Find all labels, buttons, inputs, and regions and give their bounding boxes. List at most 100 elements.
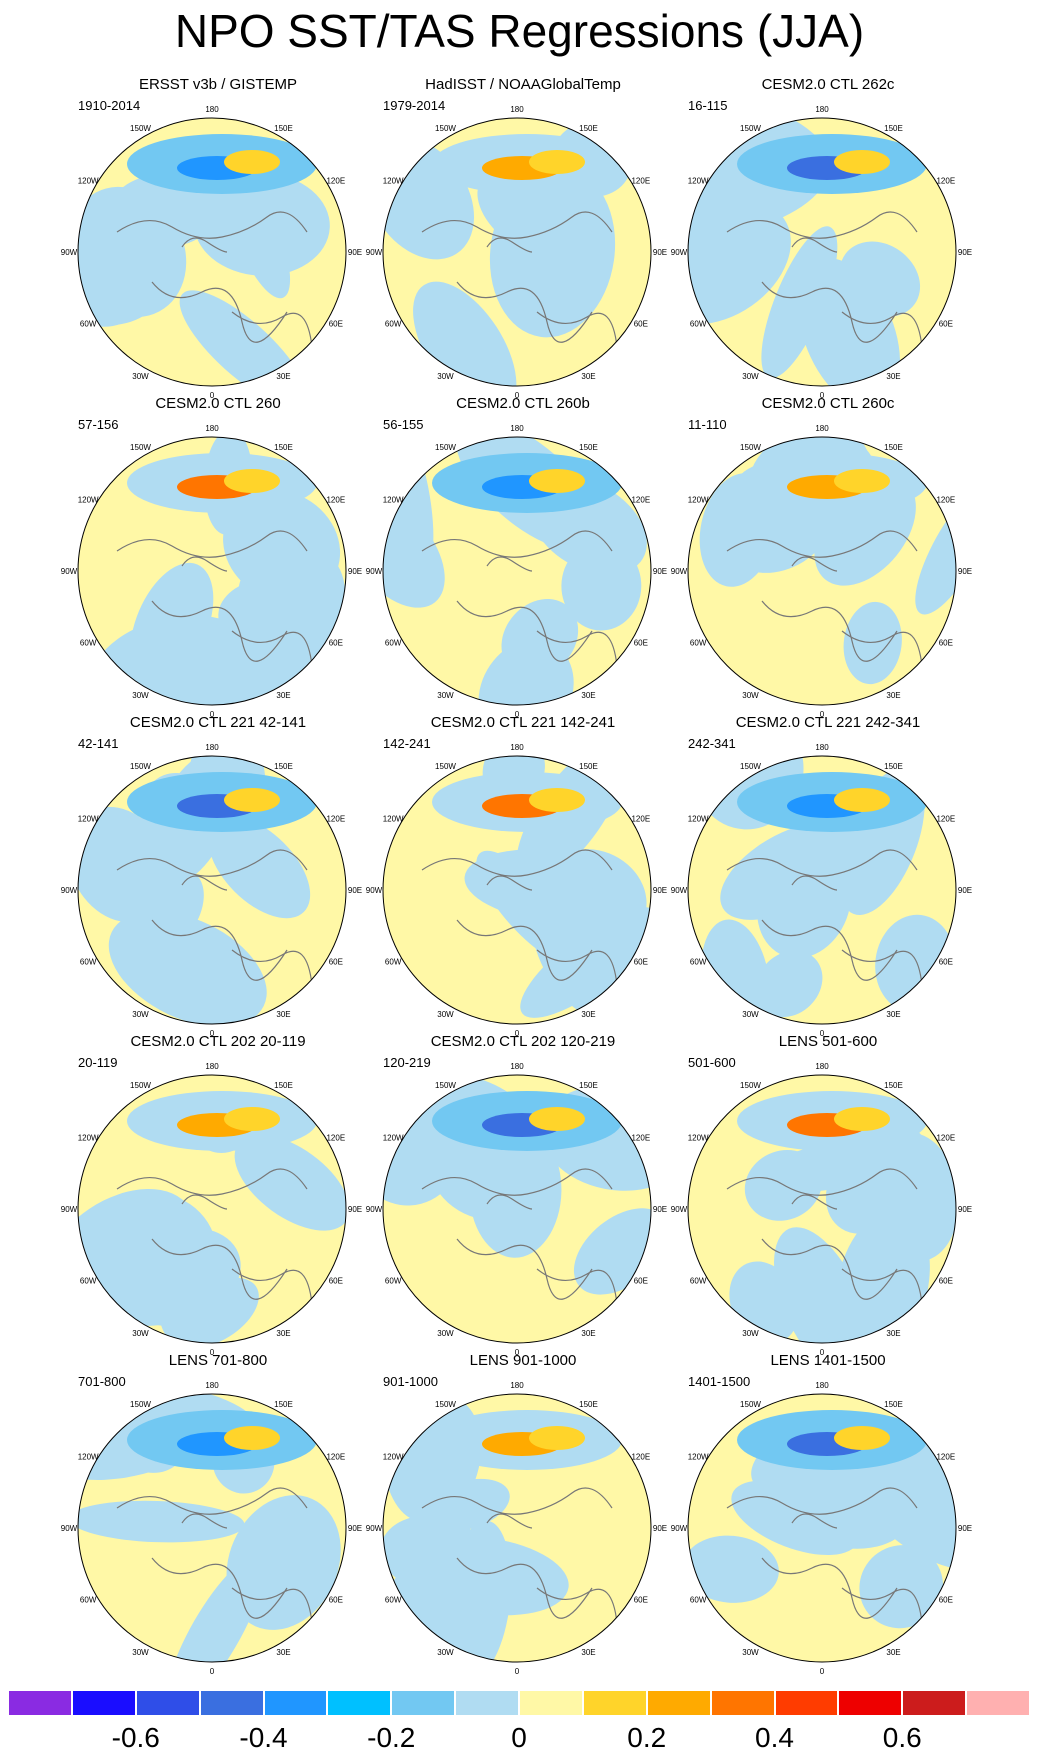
coastline (116, 530, 313, 667)
longitude-label: 180 (815, 1062, 829, 1071)
longitude-label: 60W (80, 1596, 97, 1605)
field-contour (915, 482, 956, 615)
field-contour (529, 150, 585, 174)
panel-title: CESM2.0 CTL 202 20-119 (130, 1033, 306, 1050)
field-contour (688, 1535, 779, 1603)
colorbar-tick-label: -0.4 (239, 1722, 288, 1753)
field-contour (843, 601, 902, 685)
longitude-label: 150W (435, 124, 456, 133)
field-contour (234, 1134, 346, 1231)
longitude-label: 30W (132, 372, 149, 381)
field-contour (130, 562, 214, 687)
longitude-label: 120W (688, 1453, 709, 1462)
polar-map: 180 150E 120E 90E 60E 30E 0 30W 60W 90W 120W 150W (671, 1062, 972, 1357)
field-contour (117, 1227, 241, 1326)
map-boundary (77, 436, 347, 706)
field-contour (142, 869, 204, 948)
map-boundary (382, 755, 652, 1025)
longitude-label: 180 (510, 1062, 524, 1071)
colorbar-box (327, 1690, 392, 1716)
longitude-label: 150W (740, 443, 761, 452)
longitude-label: 90E (653, 567, 667, 576)
longitude-label: 180 (510, 105, 524, 114)
longitude-label: 150W (435, 762, 456, 771)
longitude-label: 150E (274, 443, 293, 452)
longitude-label: 60E (939, 1277, 953, 1286)
polar-map: 180 150E 120E 90E 60E 30E 0 30W 60W 90W 120W 150W (366, 105, 667, 400)
longitude-label: 60E (634, 1596, 648, 1605)
longitude-label: 30W (437, 1329, 454, 1338)
longitude-label: 150W (740, 1081, 761, 1090)
longitude-label: 30W (742, 1010, 759, 1019)
longitude-label: 0 (515, 710, 520, 719)
longitude-label: 150W (130, 124, 151, 133)
longitude-label: 30E (886, 1329, 900, 1338)
longitude-label: 30W (742, 372, 759, 381)
longitude-label: 120E (936, 815, 955, 824)
field-contour (834, 788, 890, 812)
coastline (421, 211, 618, 348)
longitude-label: 150E (884, 1081, 903, 1090)
field-contour (720, 822, 854, 920)
longitude-label: 30E (886, 1010, 900, 1019)
longitude-label: 180 (510, 424, 524, 433)
longitude-label: 120W (688, 177, 709, 186)
polar-map: 180 150E 120E 90E 60E 30E 0 30W 60W 90W 120W 150W (366, 1062, 667, 1357)
longitude-label: 0 (210, 710, 215, 719)
longitude-label: 90E (653, 1205, 667, 1214)
longitude-label: 120W (383, 815, 404, 824)
longitude-label: 30W (437, 1010, 454, 1019)
map-panel: CESM2.0 CTL 260 57-156 180 150E 120E 90E 60E 30… (61, 395, 368, 719)
longitude-label: 90W (366, 1524, 383, 1533)
field-contour (478, 639, 574, 705)
field-contour (529, 1426, 585, 1450)
longitude-label: 150W (130, 762, 151, 771)
panel-years: 20-119 (78, 1055, 118, 1070)
map-panel: HadISST / NOAAGlobalTemp 1979-2014 180 150E… (366, 76, 673, 400)
polar-map: 180 150E 120E 90E 60E 30E 0 30W 60W 90W 120W 150W (671, 1381, 972, 1676)
longitude-label: 60E (939, 639, 953, 648)
colorbar-box (519, 1690, 583, 1716)
longitude-label: 60W (80, 320, 97, 329)
longitude-label: 30E (581, 1010, 595, 1019)
colorbar-tick-label: 0.6 (882, 1722, 922, 1753)
field-contour (110, 174, 217, 248)
longitude-label: 0 (820, 391, 825, 400)
colorbar-tick-label: -0.6 (111, 1722, 160, 1753)
polar-map: 180 150E 120E 90E 60E 30E 0 30W 60W 90W 120W 150W (61, 105, 362, 400)
longitude-label: 120W (78, 1453, 99, 1462)
colorbar-tick-label: -0.2 (367, 1722, 416, 1753)
longitude-label: 90W (671, 1524, 688, 1533)
longitude-label: 150W (435, 1081, 456, 1090)
field-contour (688, 200, 791, 325)
longitude-label: 150W (740, 1400, 761, 1409)
field-contour (489, 166, 616, 338)
longitude-label: 120E (326, 1134, 345, 1143)
field-contour (208, 816, 311, 919)
panel-title: CESM2.0 CTL 202 120-219 (430, 1033, 616, 1050)
map-boundary (687, 117, 957, 387)
field-contour (413, 281, 517, 386)
panel-title: CESM2.0 CTL 262c (761, 76, 895, 93)
longitude-label: 30E (581, 372, 595, 381)
map-boundary (77, 1074, 347, 1344)
longitude-label: 90W (61, 1205, 78, 1214)
longitude-label: 150E (274, 1400, 293, 1409)
panel-title: CESM2.0 CTL 221 42-141 (129, 714, 307, 731)
map-panel: CESM2.0 CTL 221 242-341 242-341 180 150E 120… (671, 714, 978, 1038)
figure-title: NPO SST/TAS Regressions (JJA) (174, 5, 865, 57)
longitude-label: 120W (78, 1134, 99, 1143)
longitude-label: 30E (886, 1648, 900, 1657)
longitude-label: 150E (579, 1400, 598, 1409)
colorbar-box (646, 1690, 711, 1716)
longitude-label: 90E (348, 1524, 362, 1533)
longitude-label: 180 (815, 424, 829, 433)
longitude-label: 90W (61, 567, 78, 576)
longitude-label: 90E (958, 248, 972, 257)
map-panel: CESM2.0 CTL 202 120-219 120-219 180 150E 120… (366, 1033, 673, 1357)
longitude-label: 180 (815, 1381, 829, 1390)
field-contour (224, 1107, 280, 1131)
field-contour (469, 1123, 562, 1258)
field-contour (529, 872, 632, 1020)
longitude-label: 0 (515, 1029, 520, 1038)
